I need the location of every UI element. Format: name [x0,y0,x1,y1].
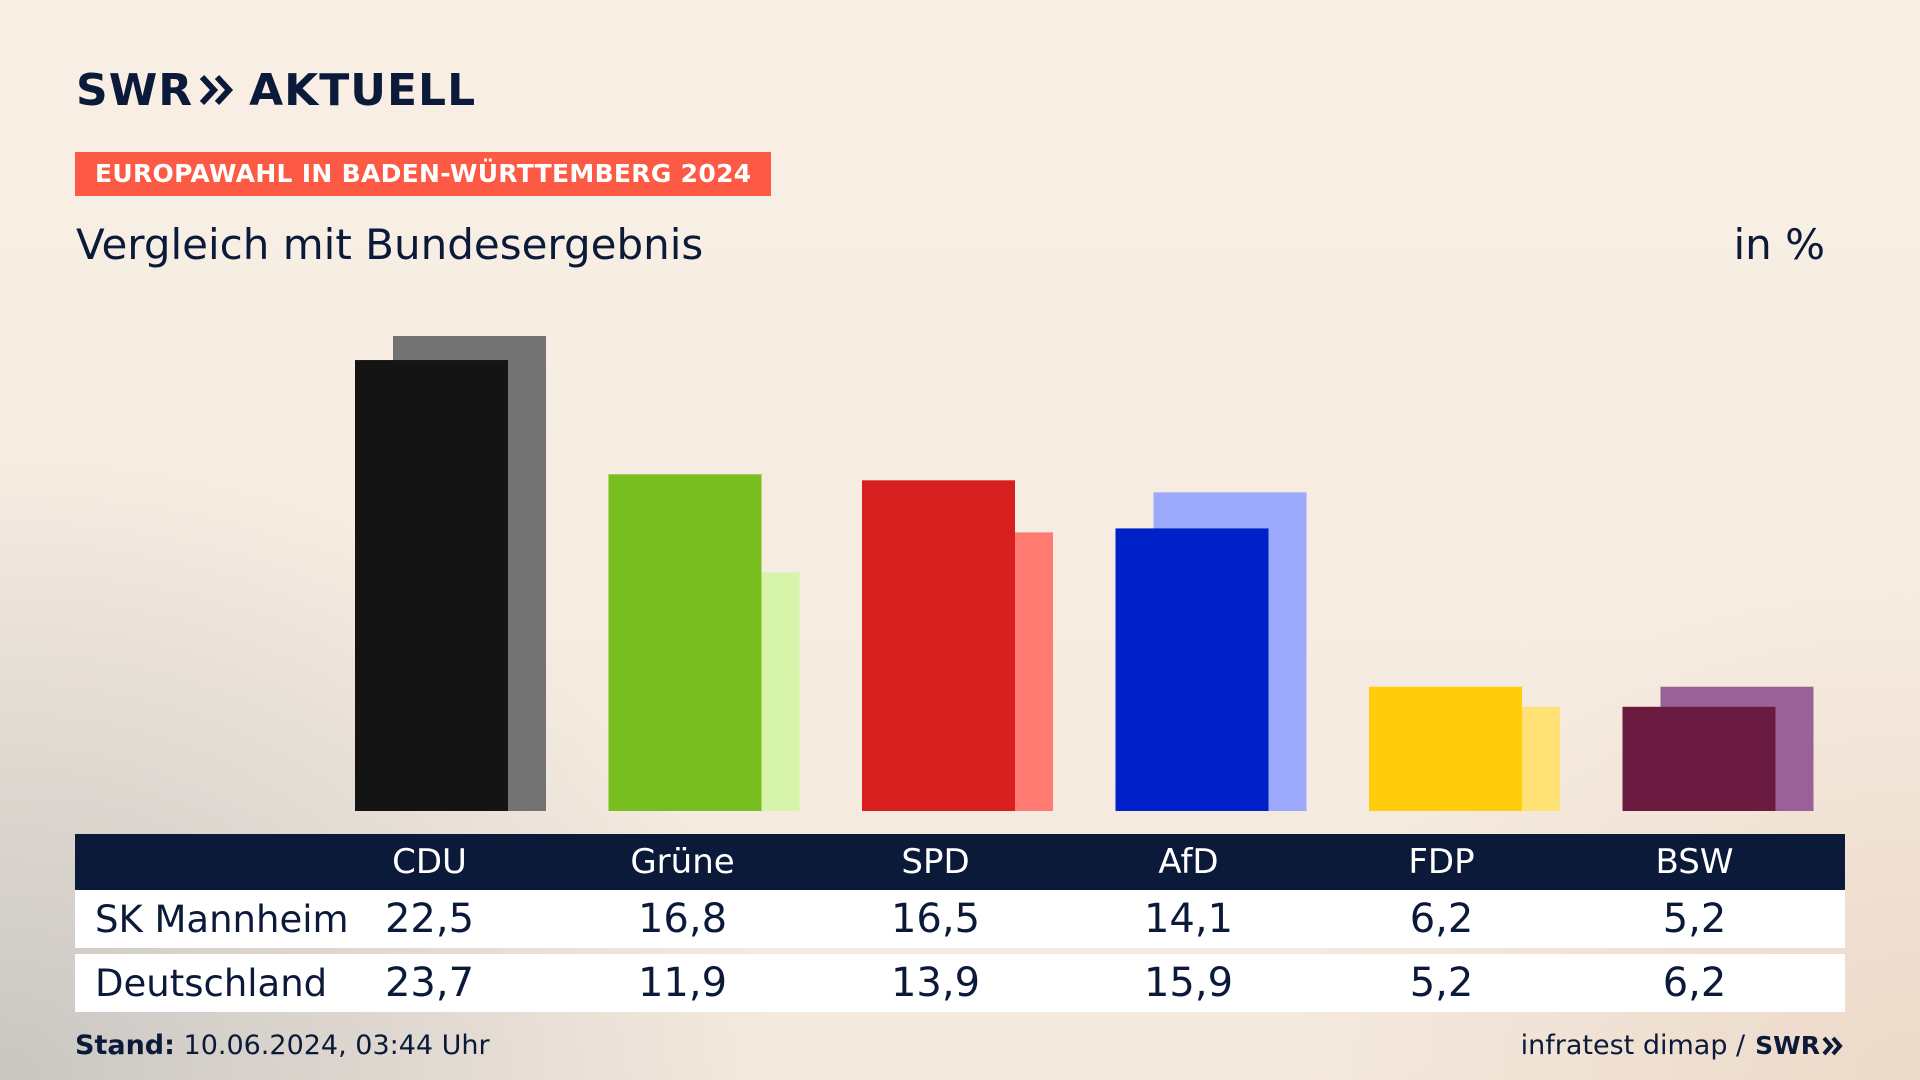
cell-value: 11,9 [637,960,728,1006]
cell-value: 16,8 [637,896,728,942]
row-label-mannheim: SK Mannheim [95,897,349,941]
header-gruene: Grüne [630,842,735,882]
cell-value: 5,2 [1409,960,1474,1006]
cell-value: 14,1 [1143,896,1234,942]
header-bsw: BSW [1655,842,1734,882]
bar-mannheim-afd [1115,528,1269,811]
cell-value: 16,5 [890,896,981,942]
table-header-row: CDU Grüne SPD AfD FDP BSW [75,834,1845,890]
chart-subtitle: Vergleich mit Bundesergebnis [76,220,704,269]
double-chevron-icon [199,74,234,106]
unit-label: in % [1733,220,1825,269]
cell-value: 15,9 [1143,960,1234,1006]
bar-mannheim-grüne [608,474,762,811]
row-label-deutschland: Deutschland [95,961,328,1005]
bar-chart [355,336,1814,811]
swr-mini-logo: SWR [1755,1031,1820,1060]
logo-swr-text: SWR [76,64,194,116]
cell-value: 13,9 [890,960,981,1006]
source-text: infratest dimap / [1520,1030,1746,1061]
source-credit: infratest dimap / SWR [1521,1030,1844,1061]
cell-value: 6,2 [1662,960,1727,1006]
election-badge: EUROPAWAHL IN BADEN-WÜRTTEMBERG 2024 [75,152,772,196]
cell-value: 22,5 [384,896,475,942]
swr-aktuell-logo: SWR AKTUELL [76,64,477,116]
header-fdp: FDP [1408,842,1475,882]
cell-value: 6,2 [1409,896,1474,942]
stand-label: Stand: [75,1030,175,1061]
header-cdu: CDU [392,842,467,882]
header-afd: AfD [1158,842,1219,882]
double-chevron-icon [1822,1036,1843,1055]
header-spd: SPD [901,842,970,882]
timestamp: Stand: 10.06.2024, 03:44 Uhr [75,1030,490,1061]
cell-value: 5,2 [1662,896,1727,942]
cell-value: 23,7 [384,960,475,1006]
table-row: SK Mannheim 22,5 16,8 16,5 14,1 6,2 5,2 [75,890,1845,948]
stand-value: 10.06.2024, 03:44 Uhr [183,1030,490,1061]
logo-aktuell-text: AKTUELL [249,64,477,116]
results-table: CDU Grüne SPD AfD FDP BSW SK Mannheim 22… [75,834,1845,1012]
bar-mannheim-bsw [1622,706,1776,811]
bar-mannheim-spd [862,480,1015,811]
bar-mannheim-cdu [355,360,508,811]
bar-mannheim-fdp [1369,686,1522,811]
table-row: Deutschland 23,7 11,9 13,9 15,9 5,2 6,2 [75,954,1845,1012]
